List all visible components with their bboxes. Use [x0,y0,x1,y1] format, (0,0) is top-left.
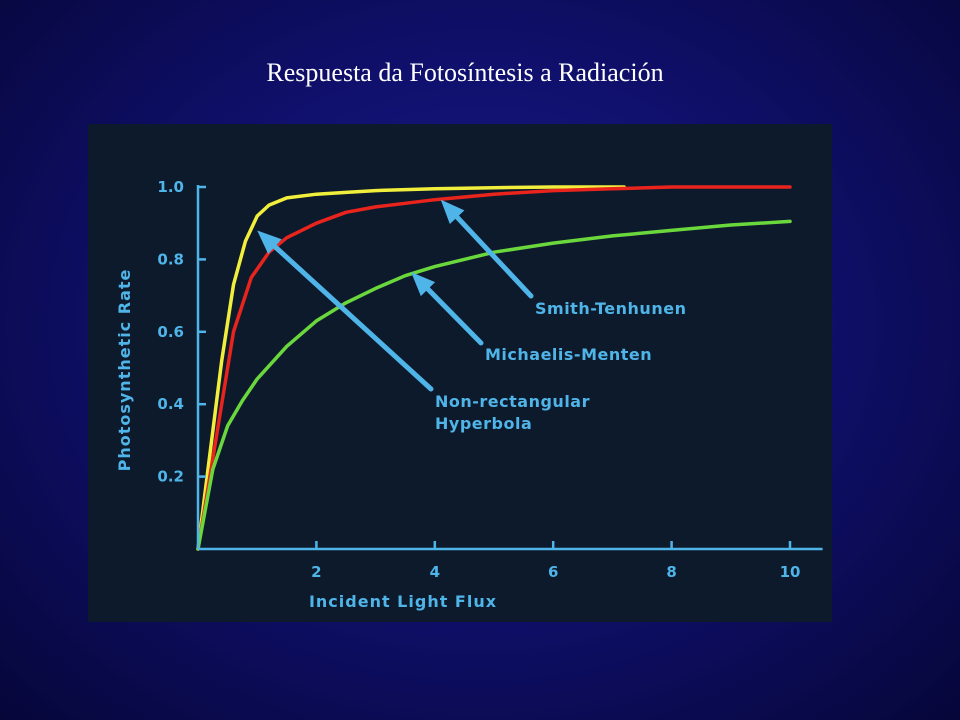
y-tick-label: 0.2 [157,468,184,486]
series-line-0 [196,185,626,551]
annotation-label: Non-rectangular [435,392,590,411]
y-axis-label: Photosynthetic Rate [115,269,134,472]
annotation-arrow-head [440,199,465,225]
photosynthesis-chart: 0.2 0.4 0.6 0.8 1.0 2 4 6 8 10 Incident Light Flu… [115,178,823,611]
annotation-arrow-shaft [454,214,534,299]
annotation-arrow-shaft [272,244,434,392]
chart-panel: 0.2 0.4 0.6 0.8 1.0 2 4 6 8 10 Incident Light Flu… [88,124,832,622]
annotation-arrow-shaft [425,286,484,346]
x-tick-label: 10 [780,563,801,581]
series-line-1 [196,185,792,551]
annotation-arrow-head [411,272,436,297]
annotation-label: Hyperbola [435,414,532,433]
x-tick-label: 2 [311,563,321,581]
y-tick-label: 0.6 [157,323,184,341]
y-tick-label: 0.8 [157,250,184,268]
y-tick-label: 0.4 [157,395,184,413]
x-tick-label: 6 [548,563,558,581]
x-tick-label: 8 [666,563,676,581]
series-line-2 [196,219,792,551]
y-tick-label: 1.0 [157,178,184,196]
annotation-arrow-head [257,230,282,255]
x-tick-label: 4 [430,563,440,581]
annotation-label: Smith-Tenhunen [535,299,686,318]
x-axis-label: Incident Light Flux [309,592,497,611]
annotation-label: Michaelis-Menten [485,345,652,364]
slide-title: Respuesta da Fotosíntesis a Radiación [266,58,664,87]
